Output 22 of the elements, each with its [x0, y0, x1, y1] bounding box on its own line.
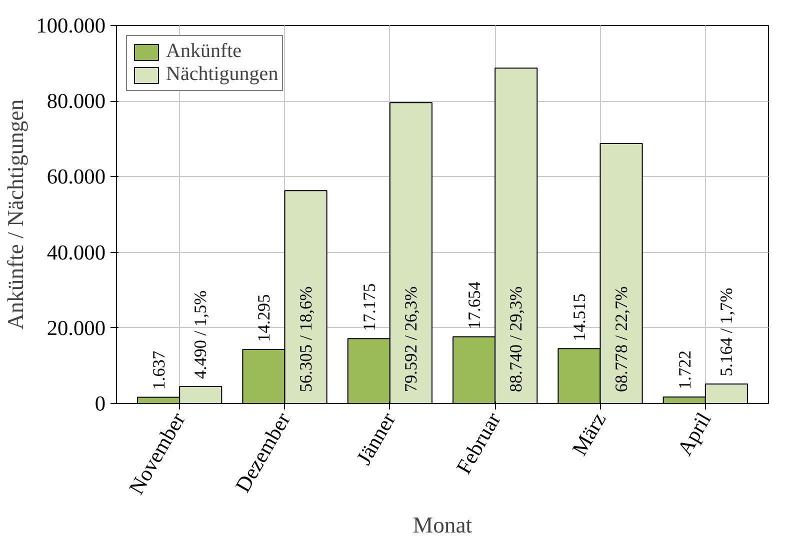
data-label: 5.164 / 1,7%	[716, 288, 736, 376]
data-label: 14.515	[570, 293, 590, 342]
legend-label: Ankünfte	[166, 40, 242, 63]
y-axis-title: Ankünfte / Nächtigungen	[3, 99, 28, 330]
y-tick-label: 20.000	[46, 316, 106, 340]
data-label: 17.175	[360, 283, 379, 332]
data-label: 1.637	[150, 350, 169, 390]
legend-label: Nächtigungen	[166, 63, 278, 86]
data-label: 79.592 / 26,3%	[401, 286, 420, 392]
y-tick-label: 60.000	[46, 164, 106, 189]
data-label: 17.654	[465, 281, 484, 330]
data-label: 68.778 / 22,7%	[612, 286, 631, 392]
data-label: 1.722	[675, 350, 694, 390]
y-tick-label: 40.000	[46, 240, 106, 264]
data-label: 4.490 / 1,5%	[191, 290, 210, 379]
y-tick-label: 80.000	[46, 89, 106, 114]
data-label: 56.305 / 18,6%	[296, 286, 316, 392]
y-tick-label: 100.000	[36, 14, 106, 38]
x-axis-title: Monat	[412, 512, 473, 538]
y-tick-label: 0	[94, 392, 106, 416]
data-label: 88.740 / 29,3%	[506, 286, 526, 392]
data-label: 14.295	[254, 294, 274, 342]
